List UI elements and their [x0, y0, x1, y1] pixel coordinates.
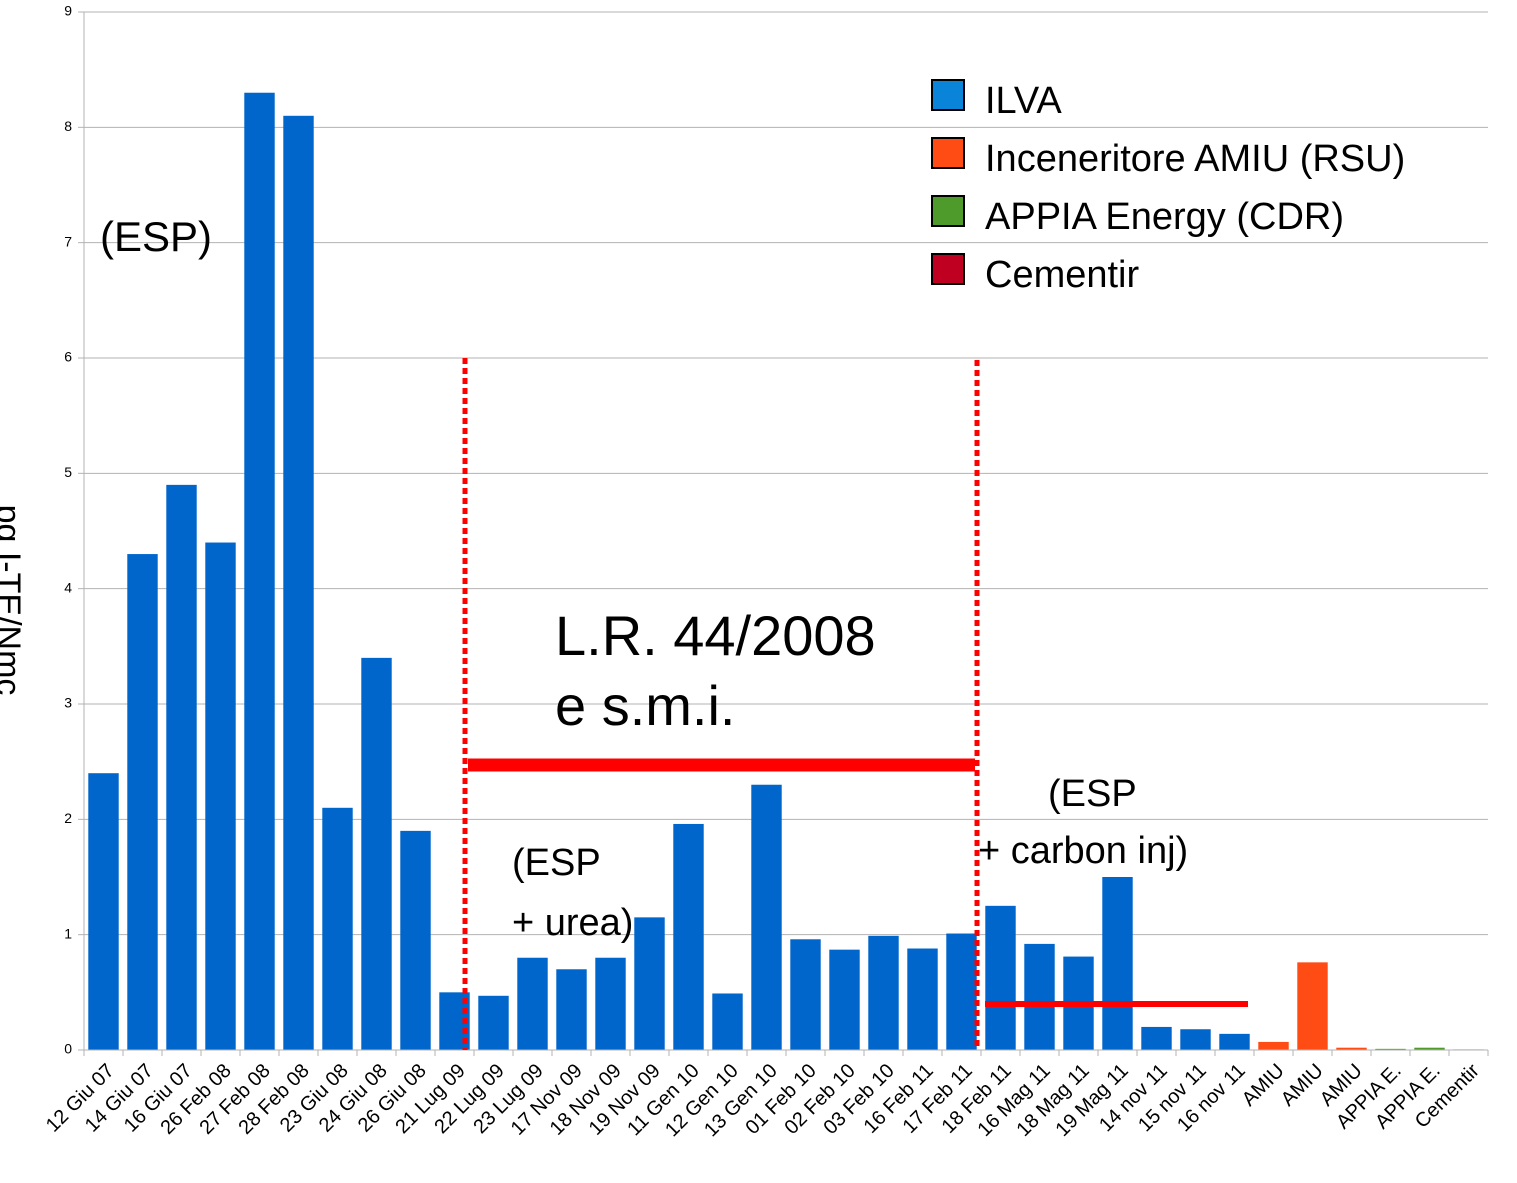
legend-label: ILVA [985, 80, 1062, 122]
bar [907, 948, 938, 1050]
y-tick-label: 3 [64, 695, 72, 711]
bar [1258, 1041, 1289, 1050]
bar [790, 939, 821, 1050]
y-tick-label: 5 [64, 464, 72, 480]
y-tick-label: 2 [64, 810, 72, 826]
bar [1141, 1026, 1172, 1050]
annotation: (ESP) [100, 213, 212, 260]
legend-swatch [931, 195, 965, 227]
bar [1219, 1033, 1250, 1050]
annotation: L.R. 44/2008 [555, 604, 876, 667]
x-tick-label: AMIU [1238, 1060, 1289, 1111]
bar [517, 957, 548, 1050]
legend-label: Cementir [985, 254, 1139, 296]
annotation: (ESP [1048, 773, 1137, 815]
bar [1297, 962, 1328, 1050]
bar [400, 830, 431, 1050]
bar [1336, 1047, 1367, 1050]
y-tick-label: 7 [64, 233, 72, 249]
bar [166, 484, 197, 1050]
bar [556, 969, 587, 1050]
bar [478, 995, 509, 1050]
y-axis-label: pg I-TE/Nmc [0, 505, 27, 696]
bar [1024, 943, 1055, 1050]
bar [205, 542, 236, 1050]
legend-swatch [931, 137, 965, 169]
bar [1414, 1047, 1445, 1050]
bar [673, 823, 704, 1050]
annotation: (ESP [512, 842, 601, 884]
bar [829, 949, 860, 1050]
bar [1180, 1029, 1211, 1050]
bar [244, 92, 275, 1050]
legend-swatch [931, 79, 965, 111]
bar [88, 773, 119, 1050]
bar [634, 917, 665, 1050]
bar [127, 554, 158, 1050]
y-tick-label: 1 [64, 925, 72, 941]
legend-label: Inceneritore AMIU (RSU) [985, 138, 1405, 180]
bar [1102, 877, 1133, 1050]
legend-swatch [931, 253, 965, 285]
bar [1375, 1048, 1406, 1050]
y-tick-label: 4 [64, 579, 72, 595]
legend-label: APPIA Energy (CDR) [985, 196, 1344, 238]
bar [946, 933, 977, 1050]
annotation: + urea) [512, 902, 633, 944]
annotation: + carbon inj) [978, 830, 1188, 872]
x-tick-label: AMIU [1277, 1060, 1328, 1111]
bar [322, 807, 353, 1050]
bar [712, 993, 743, 1050]
y-tick-label: 6 [64, 349, 72, 365]
bar [361, 657, 392, 1050]
bar [751, 784, 782, 1050]
bar [868, 935, 899, 1050]
bar [595, 957, 626, 1050]
y-tick-label: 8 [64, 118, 72, 134]
annotation: e s.m.i. [555, 674, 735, 737]
bar [283, 115, 314, 1051]
y-tick-label: 0 [64, 1041, 72, 1057]
bar [985, 905, 1016, 1050]
y-tick-label: 9 [64, 3, 72, 19]
